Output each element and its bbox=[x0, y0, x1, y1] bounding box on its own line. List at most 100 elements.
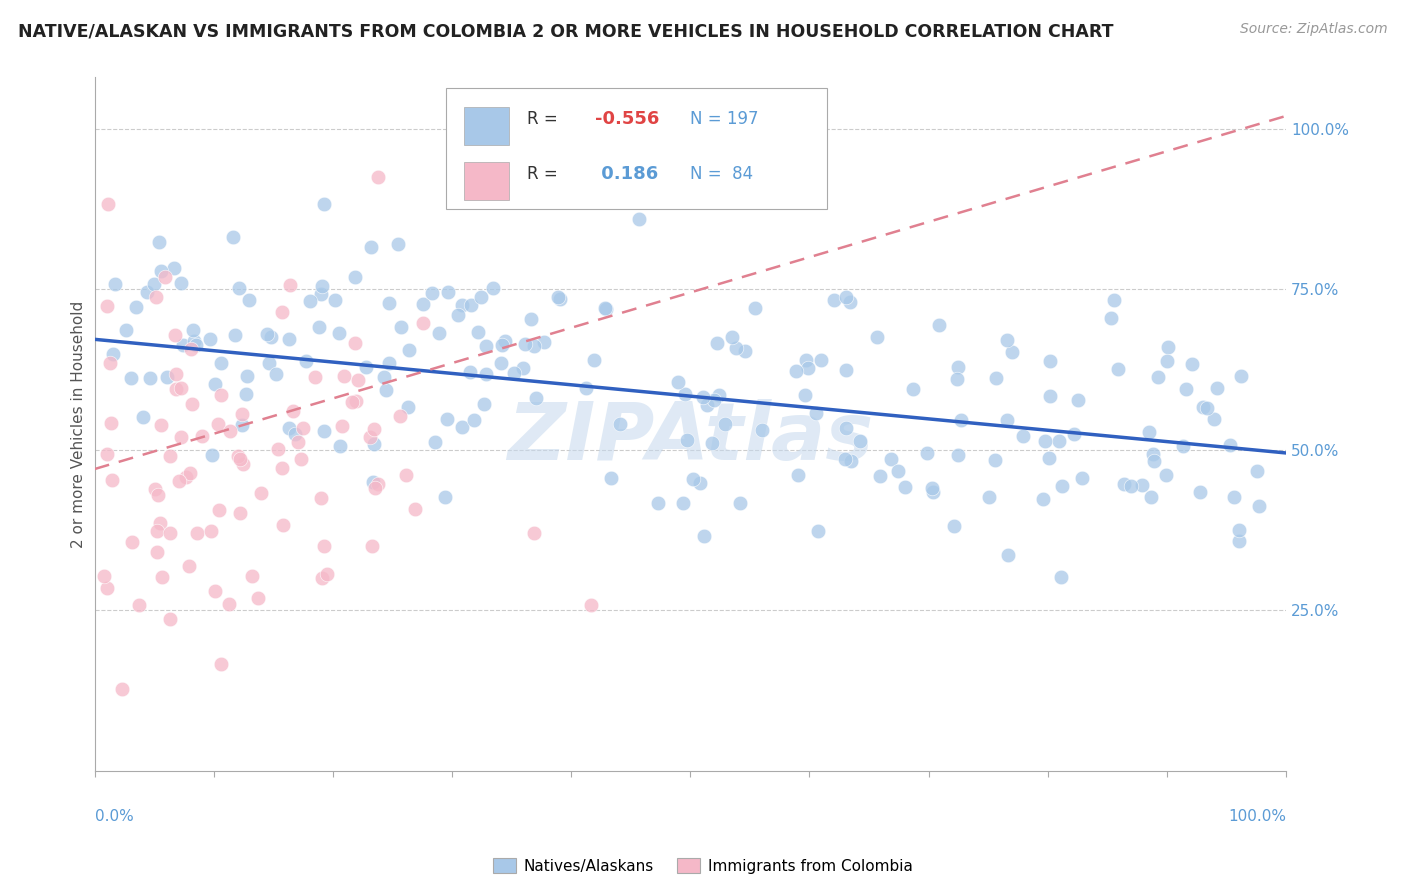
Point bbox=[360, 240, 382, 254]
Point bbox=[170, 277, 193, 291]
Point bbox=[218, 597, 240, 611]
Point bbox=[1112, 477, 1135, 491]
Point bbox=[1039, 353, 1062, 368]
Point bbox=[1033, 434, 1056, 448]
Point bbox=[277, 421, 299, 435]
Point bbox=[1049, 570, 1071, 584]
Point bbox=[582, 353, 605, 368]
Text: Source: ZipAtlas.com: Source: ZipAtlas.com bbox=[1240, 22, 1388, 37]
Point bbox=[894, 479, 917, 493]
Point bbox=[224, 328, 246, 343]
Point bbox=[869, 468, 891, 483]
Point bbox=[948, 359, 970, 374]
Point bbox=[204, 377, 226, 392]
Point bbox=[977, 491, 1000, 505]
Point bbox=[744, 301, 766, 315]
Point bbox=[1154, 468, 1177, 483]
Point bbox=[111, 682, 134, 697]
Point bbox=[482, 281, 505, 295]
Point bbox=[427, 326, 450, 341]
Point bbox=[1101, 310, 1123, 325]
Point bbox=[145, 524, 167, 538]
Point bbox=[1219, 438, 1241, 452]
Point bbox=[460, 298, 482, 312]
Point bbox=[231, 407, 253, 421]
Point bbox=[1137, 425, 1160, 439]
Text: 0.186: 0.186 bbox=[595, 166, 658, 184]
Point bbox=[1197, 401, 1219, 416]
Point bbox=[375, 384, 398, 398]
Point bbox=[270, 304, 292, 318]
Point bbox=[278, 277, 301, 292]
Point bbox=[238, 293, 260, 307]
Point bbox=[396, 401, 419, 415]
Point bbox=[921, 481, 943, 495]
Point bbox=[284, 426, 307, 441]
Point bbox=[153, 269, 176, 284]
Point bbox=[1140, 490, 1163, 504]
Point bbox=[945, 372, 967, 386]
Point bbox=[271, 461, 294, 475]
Point bbox=[354, 359, 377, 374]
Point bbox=[378, 296, 401, 310]
Point bbox=[149, 264, 172, 278]
Text: R =: R = bbox=[527, 110, 558, 128]
Point bbox=[96, 581, 118, 595]
Point bbox=[575, 381, 598, 395]
Point bbox=[666, 375, 689, 389]
Point bbox=[467, 325, 489, 339]
Point bbox=[138, 371, 160, 385]
Point bbox=[628, 211, 651, 226]
Point bbox=[810, 353, 832, 368]
Point bbox=[512, 361, 534, 376]
Point bbox=[156, 370, 179, 384]
Point bbox=[229, 451, 252, 466]
Point bbox=[260, 330, 283, 344]
Point bbox=[838, 295, 860, 310]
Point bbox=[797, 361, 820, 376]
Point bbox=[204, 584, 226, 599]
Text: 0.0%: 0.0% bbox=[94, 809, 134, 824]
Point bbox=[299, 294, 322, 309]
Point bbox=[256, 327, 278, 342]
Point bbox=[1012, 429, 1035, 443]
Point bbox=[163, 261, 186, 276]
Point bbox=[267, 442, 290, 456]
Point bbox=[169, 474, 191, 488]
Point bbox=[550, 292, 572, 306]
Point bbox=[880, 452, 903, 467]
Point bbox=[1205, 381, 1227, 395]
Point bbox=[290, 452, 312, 467]
Point bbox=[200, 524, 222, 538]
Point bbox=[523, 525, 546, 540]
Point bbox=[696, 398, 718, 412]
Point bbox=[165, 382, 187, 396]
Point bbox=[866, 329, 889, 343]
Point bbox=[333, 369, 356, 384]
Point bbox=[709, 387, 731, 401]
Point bbox=[226, 450, 249, 464]
Point bbox=[1132, 478, 1154, 492]
Point bbox=[359, 430, 381, 444]
Point bbox=[494, 334, 516, 349]
Point bbox=[150, 570, 173, 584]
Point bbox=[1000, 345, 1022, 359]
Point bbox=[412, 296, 434, 310]
Point bbox=[101, 473, 124, 487]
Point bbox=[325, 293, 347, 307]
Point bbox=[180, 397, 202, 411]
Point bbox=[503, 366, 526, 380]
Point bbox=[209, 657, 232, 671]
Point bbox=[398, 343, 420, 358]
Point bbox=[692, 390, 714, 404]
Point bbox=[294, 354, 316, 368]
Point bbox=[1189, 484, 1212, 499]
Point bbox=[125, 300, 148, 314]
Point bbox=[1070, 471, 1092, 485]
Point bbox=[436, 412, 458, 426]
Point bbox=[198, 332, 221, 346]
Point bbox=[96, 446, 118, 460]
Point bbox=[728, 495, 751, 509]
Point bbox=[148, 235, 170, 249]
Point bbox=[181, 323, 204, 337]
